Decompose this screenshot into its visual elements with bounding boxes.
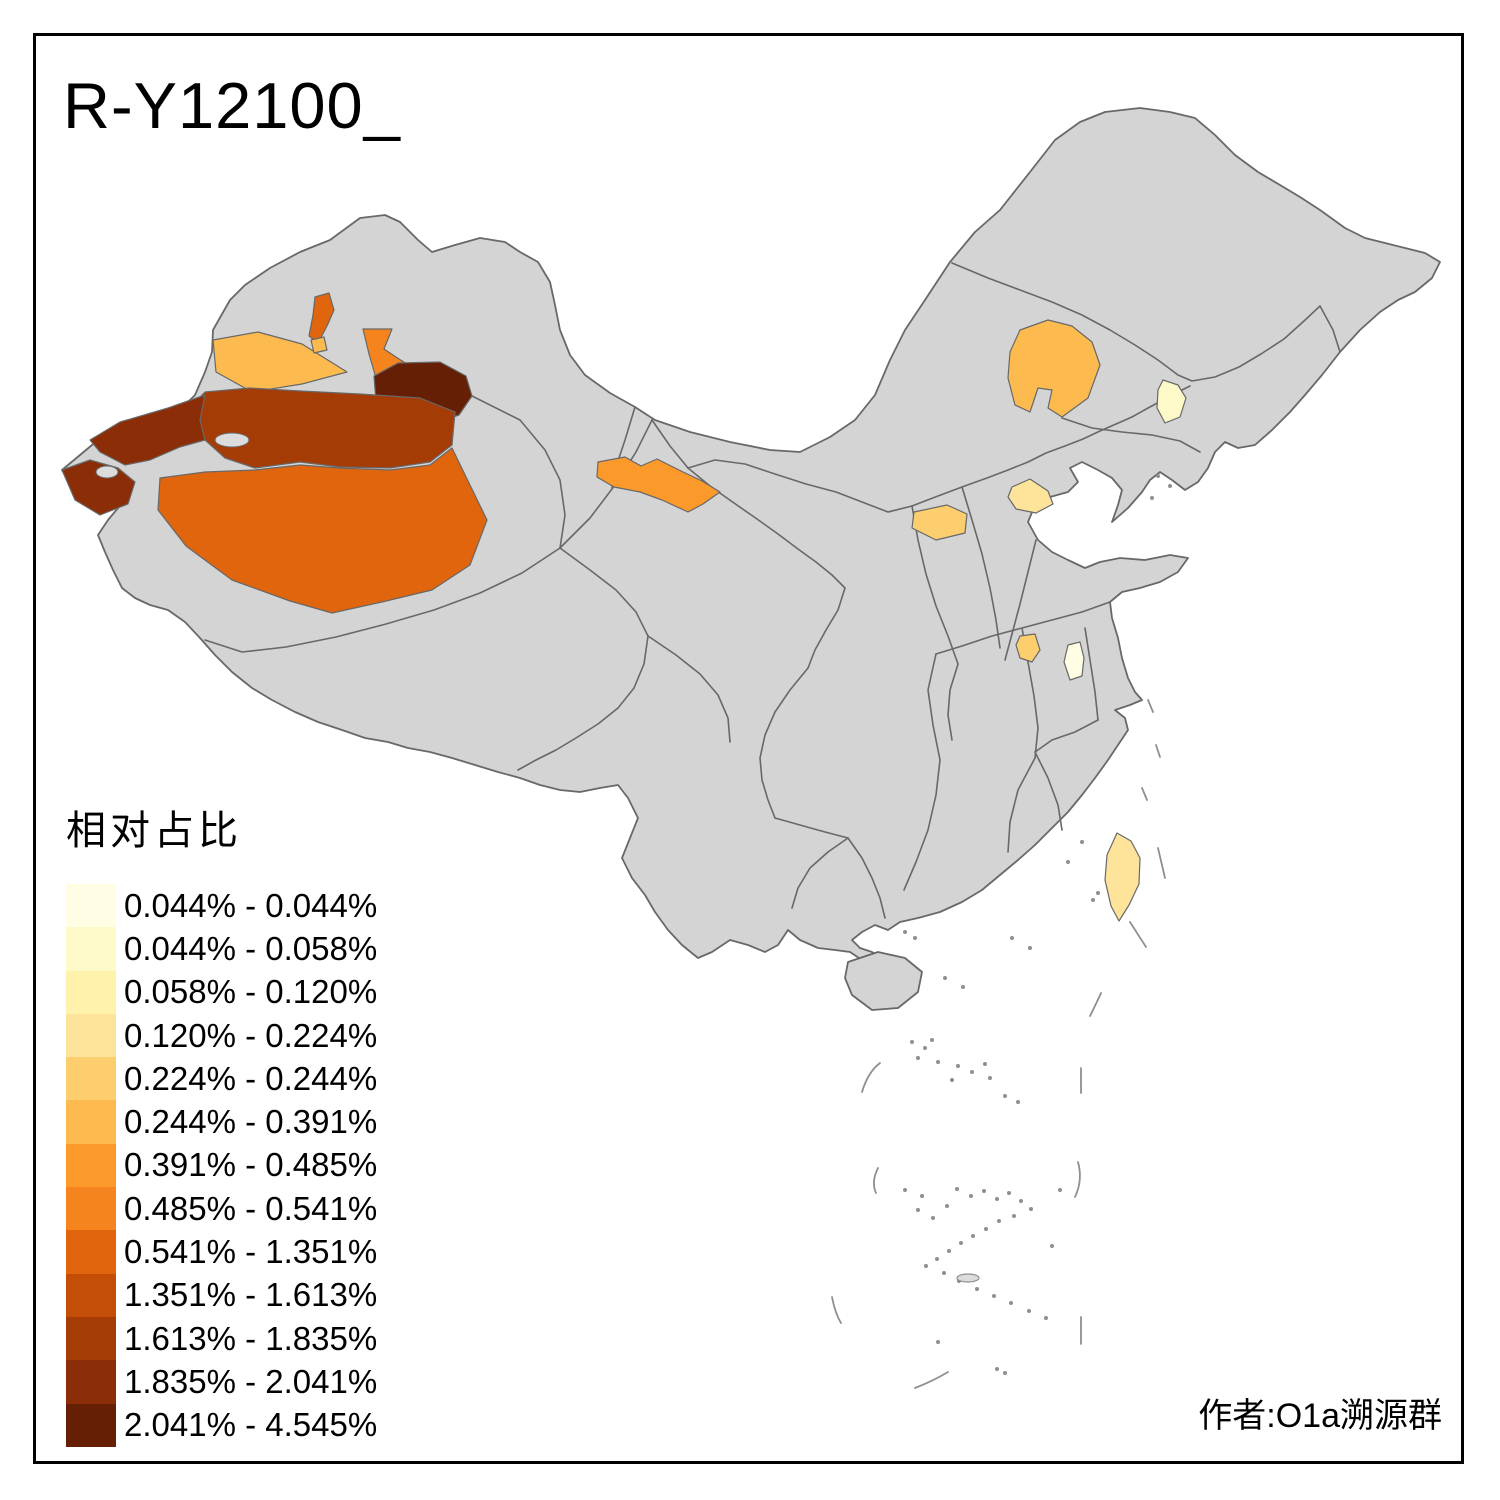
legend-item: 0.541% - 1.351%	[66, 1230, 378, 1274]
legend-label: 1.351% - 1.613%	[124, 1276, 378, 1314]
map-region-anhui-north	[1063, 641, 1085, 681]
legend-label: 0.485% - 0.541%	[124, 1189, 378, 1227]
map-region-gansu-corridor	[596, 456, 721, 513]
map-region-kuytun-strip	[308, 292, 335, 344]
island-strokes	[831, 699, 1166, 1389]
legend-label: 0.541% - 1.351%	[124, 1233, 378, 1271]
legend-swatch	[66, 970, 116, 1014]
legend-swatch	[66, 1057, 116, 1101]
legend-item: 0.244% - 0.391%	[66, 1100, 378, 1144]
legend-swatch	[66, 1360, 116, 1404]
map-region-ili-bortala	[212, 331, 348, 393]
legend-swatch	[66, 1316, 116, 1361]
legend-label: 1.835% - 2.041%	[124, 1362, 378, 1400]
legend-swatch	[66, 884, 116, 928]
legend-label: 1.613% - 1.835%	[124, 1319, 378, 1357]
lake-enclaves	[95, 432, 250, 479]
island-dots	[903, 474, 1172, 1375]
plot-title: R-Y12100_	[63, 69, 401, 142]
legend-item: 1.613% - 1.835%	[66, 1316, 378, 1361]
map-region-hebei-south	[1007, 478, 1054, 514]
map-land-group	[61, 107, 1441, 1011]
legend-label: 0.058% - 0.120%	[124, 973, 378, 1011]
map-region-shanxi-southwest	[911, 504, 968, 541]
legend-label: 2.041% - 4.545%	[124, 1406, 378, 1444]
legend-item: 0.391% - 0.485%	[66, 1143, 378, 1188]
legend-label: 0.224% - 0.244%	[124, 1059, 378, 1097]
legend-item: 1.351% - 1.613%	[66, 1273, 378, 1317]
legend-item: 0.044% - 0.058%	[66, 927, 378, 971]
legend-swatch	[66, 1013, 116, 1058]
legend-swatch	[66, 927, 116, 971]
legend-item: 0.485% - 0.541%	[66, 1187, 378, 1231]
legend-item: 0.044% - 0.044%	[66, 884, 378, 928]
china-mainland-outline	[61, 107, 1441, 986]
legend-item: 1.835% - 2.041%	[66, 1360, 378, 1404]
legend: 相对占比 0.044% - 0.044% 0.044% - 0.058% 0.0…	[66, 798, 377, 1447]
legend-swatch	[66, 1230, 116, 1274]
legend-title: 相对占比	[66, 809, 242, 853]
map-region-liaoning-west	[1156, 379, 1187, 424]
legend-label: 0.044% - 0.058%	[124, 929, 378, 967]
island-sliver	[956, 1273, 980, 1283]
legend-label: 0.044% - 0.044%	[124, 886, 378, 924]
legend-swatch	[66, 1403, 116, 1447]
legend-label: 0.244% - 0.391%	[124, 1103, 378, 1141]
map-region-henan-east	[1015, 633, 1041, 663]
legend-swatch	[66, 1273, 116, 1317]
map-region-kizilsu-wedge	[89, 394, 206, 466]
legend-item: 0.058% - 0.120%	[66, 970, 378, 1014]
attribution-text: 作者:O1a溯源群	[1198, 1397, 1442, 1435]
legend-swatch	[66, 1100, 116, 1144]
map-region-taiwan	[1104, 832, 1141, 922]
map-region-inner-mongolia-east	[1007, 319, 1101, 418]
map-region-aksu-band	[191, 387, 456, 469]
legend-item: 2.041% - 4.545%	[66, 1403, 378, 1447]
legend-swatch	[66, 1143, 116, 1188]
hainan-island	[844, 951, 923, 1011]
choropleth-regions	[61, 292, 1187, 922]
legend-item: 0.120% - 0.224%	[66, 1013, 378, 1058]
legend-item: 0.224% - 0.244%	[66, 1057, 378, 1101]
legend-swatch	[66, 1187, 116, 1231]
map-region-hotan	[157, 447, 488, 614]
map-region-shihezi-small	[310, 336, 328, 354]
legend-label: 0.120% - 0.224%	[124, 1016, 378, 1054]
legend-label: 0.391% - 0.485%	[124, 1146, 378, 1184]
